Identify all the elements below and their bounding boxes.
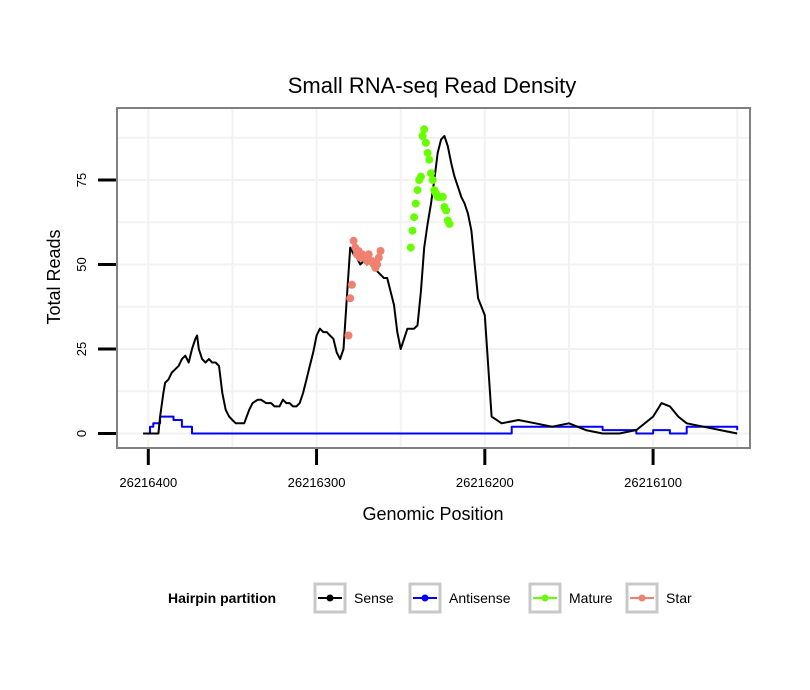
mature-point — [410, 213, 419, 222]
legend-label: Mature — [569, 590, 613, 606]
legend-key-point — [421, 594, 429, 602]
legend-item-sense: Sense — [313, 582, 394, 614]
x-tick-label: 26216300 — [288, 475, 346, 490]
legend-item-star: Star — [625, 582, 692, 614]
mature-point — [428, 176, 437, 184]
star-point — [347, 280, 356, 289]
legend-key-point — [638, 594, 646, 602]
mature-point — [420, 125, 429, 134]
y-tick-label: 25 — [74, 342, 89, 356]
legend-label: Antisense — [449, 590, 511, 606]
mature-point — [423, 148, 432, 157]
mature-point — [413, 186, 422, 195]
star-point — [364, 250, 373, 259]
star-point — [344, 331, 353, 340]
y-axis: 0 25 50 75 — [74, 173, 116, 437]
mature-point — [416, 172, 425, 181]
y-tick-label: 50 — [74, 257, 89, 271]
x-tick-label: 26216400 — [119, 475, 177, 490]
y-tick-label: 75 — [74, 173, 89, 187]
points-layer — [344, 125, 454, 340]
mature-point — [411, 199, 420, 208]
antisense-series-line — [143, 415, 739, 435]
mature-point — [406, 243, 415, 252]
mature-point — [408, 226, 417, 235]
series-layer — [143, 135, 739, 435]
star-point — [374, 253, 383, 262]
x-tick-label: 26216200 — [456, 475, 514, 490]
plot-panel — [116, 107, 751, 449]
legend-item-mature: Mature — [528, 582, 613, 614]
chart-title: Small RNA-seq Read Density — [288, 73, 577, 98]
grid-lines — [118, 109, 749, 447]
legend-label: Star — [666, 590, 692, 606]
mature-point — [438, 192, 447, 201]
mature-point — [427, 169, 435, 178]
x-axis-title: Genomic Position — [362, 504, 503, 524]
y-tick-label: 0 — [74, 430, 89, 437]
star-point — [376, 247, 385, 255]
sense-series-line — [143, 135, 738, 435]
star-point — [373, 260, 382, 269]
legend-title: Hairpin partition — [168, 590, 276, 606]
mature-point — [421, 138, 430, 147]
legend-item-antisense: Antisense — [408, 582, 511, 614]
mature-point — [442, 206, 451, 215]
mature-point — [425, 155, 434, 164]
mature-point — [418, 132, 427, 140]
legend: Hairpin partition Sense Antisense Mature St… — [168, 582, 692, 614]
star-point — [346, 294, 355, 303]
mature-point — [445, 219, 454, 228]
legend-label: Sense — [354, 590, 394, 606]
y-axis-title: Total Reads — [44, 229, 64, 324]
x-tick-label: 26216100 — [624, 475, 682, 490]
star-point — [349, 236, 358, 245]
x-axis: 26216400 26216300 26216200 26216100 — [119, 449, 682, 490]
legend-key-point — [326, 594, 334, 602]
legend-key-point — [541, 594, 549, 602]
